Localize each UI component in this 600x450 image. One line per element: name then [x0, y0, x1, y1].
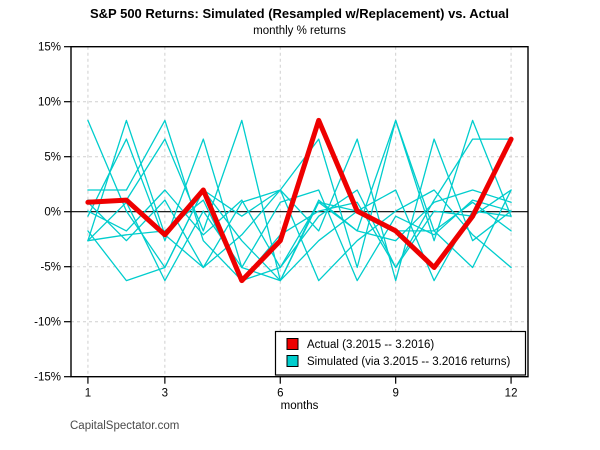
x-axis-label: months — [281, 400, 319, 412]
y-tick-label: 5% — [44, 152, 61, 164]
legend-label-actual: Actual (3.2015 -- 3.2016) — [307, 339, 434, 351]
x-tick-label: 12 — [505, 388, 518, 400]
y-tick-label: -10% — [34, 317, 61, 329]
simulated-series-line — [87, 119, 512, 282]
axis-ticks — [64, 46, 512, 384]
simulated-series-line — [87, 138, 512, 282]
simulated-series-line — [87, 119, 512, 282]
legend-box — [274, 330, 527, 376]
actual-series-line — [85, 117, 514, 284]
chart-title: S&P 500 Returns: Simulated (Resampled w/… — [90, 6, 509, 21]
chart-subtitle: monthly % returns — [253, 25, 346, 37]
x-tick-label: 9 — [392, 388, 398, 400]
x-tick-label: 3 — [162, 388, 168, 400]
x-tick-label: 6 — [277, 388, 283, 400]
legend: Actual (3.2015 -- 3.2016) Simulated (via… — [274, 330, 527, 376]
y-tick-label: 10% — [38, 97, 61, 109]
simulated-series-line — [87, 189, 512, 269]
legend-swatch-actual — [286, 338, 299, 350]
simulated-series-line — [87, 189, 512, 282]
data-series-lines — [85, 117, 514, 284]
simulated-series-line — [87, 119, 512, 282]
x-tick-label: 1 — [85, 388, 91, 400]
simulated-series-line — [87, 119, 512, 282]
y-tick-label: -15% — [34, 372, 61, 384]
y-tick-label: 15% — [38, 42, 61, 54]
legend-swatch-simulated — [286, 355, 299, 367]
axis-tick-labels: 15% 10% 5% 0% -5% -10% -15% 1 3 6 9 12 — [34, 42, 517, 400]
footer-credit: CapitalSpectator.com — [70, 420, 179, 432]
y-tick-label: -5% — [41, 262, 61, 274]
gridlines — [71, 46, 528, 377]
y-tick-label: 0% — [44, 207, 61, 219]
legend-label-simulated: Simulated (via 3.2015 -- 3.2016 returns) — [307, 356, 510, 368]
